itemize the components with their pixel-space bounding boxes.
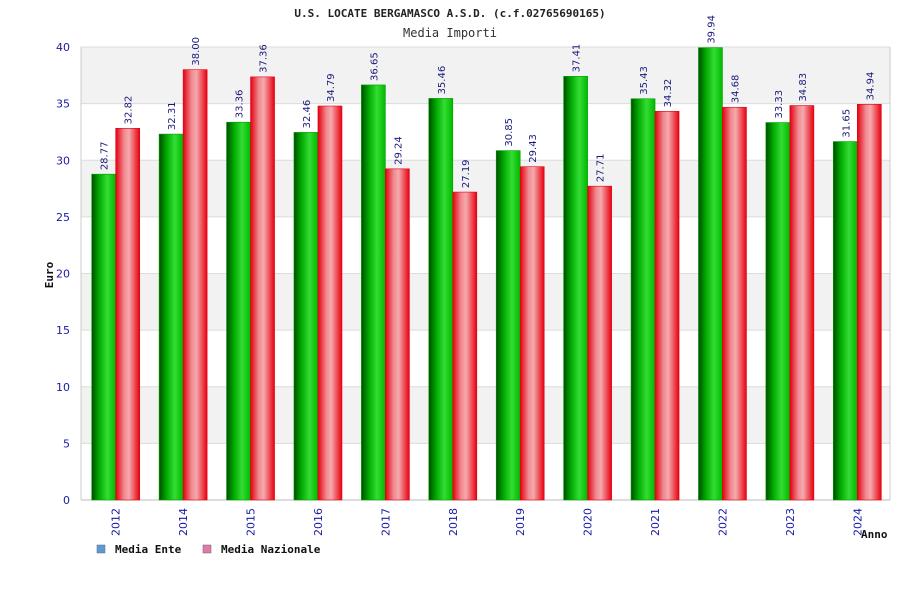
x-tick-label: 2017	[379, 508, 392, 536]
plot-band	[81, 330, 890, 387]
data-label: 28.77	[100, 142, 111, 171]
bar-media-ente	[158, 133, 184, 501]
data-label: 34.32	[663, 79, 674, 108]
legend-swatch	[96, 544, 106, 554]
bar-media-nazionale	[587, 185, 612, 501]
plot-band	[81, 443, 890, 500]
bar-media-ente	[630, 98, 656, 501]
x-tick-label: 2012	[110, 508, 123, 536]
y-tick-label: 0	[63, 494, 70, 507]
bar-media-ente	[832, 141, 858, 501]
data-label: 36.65	[369, 52, 380, 81]
x-tick-label: 2022	[716, 508, 729, 536]
x-axis-title: Anno	[861, 528, 888, 541]
bar-media-ente	[361, 84, 386, 501]
data-label: 34.68	[730, 75, 741, 104]
data-label: 29.43	[528, 134, 539, 163]
bar-media-ente	[293, 132, 319, 501]
x-tick-label: 2018	[447, 508, 460, 536]
bar-media-nazionale	[385, 168, 410, 501]
y-tick-label: 30	[56, 154, 70, 167]
y-tick-label: 15	[56, 324, 70, 337]
data-label: 32.82	[124, 96, 135, 125]
plot-band	[81, 386, 890, 444]
x-tick-label: 2015	[245, 508, 258, 536]
data-label: 34.94	[865, 72, 876, 101]
plot-band	[81, 160, 890, 217]
y-tick-label: 20	[56, 268, 70, 281]
bar-media-ente	[563, 76, 588, 501]
bar-media-nazionale	[115, 128, 141, 501]
y-tick-label: 5	[63, 437, 70, 450]
plot-band	[81, 216, 890, 274]
x-tick-label: 2019	[514, 508, 527, 536]
y-tick-label: 40	[56, 41, 70, 54]
bar-media-ente	[91, 173, 117, 501]
data-label: 35.46	[437, 66, 448, 95]
bars-group	[91, 47, 882, 501]
bar-media-nazionale	[250, 76, 275, 501]
bar-media-nazionale	[317, 105, 343, 501]
plot-band	[81, 103, 890, 161]
bar-media-nazionale	[654, 111, 680, 501]
x-tick-label: 2024	[851, 508, 864, 536]
bar-media-nazionale	[182, 69, 208, 501]
bar-media-ente	[495, 150, 521, 501]
data-label: 29.24	[393, 136, 404, 165]
data-label: 38.00	[191, 37, 202, 66]
x-tick-label: 2016	[312, 508, 325, 536]
plot-background	[81, 47, 890, 500]
data-label: 32.46	[302, 100, 313, 129]
axes	[80, 47, 891, 501]
bar-media-nazionale	[452, 191, 478, 501]
data-label: 35.43	[639, 66, 650, 95]
y-axis-title: Euro	[43, 261, 56, 288]
y-tick-label: 10	[56, 381, 70, 394]
legend-label: Media Nazionale	[221, 543, 321, 556]
bar-media-ente	[226, 121, 251, 501]
legend-swatch	[202, 544, 212, 554]
bar-media-ente	[698, 47, 723, 501]
bar-media-ente	[765, 122, 791, 501]
plot-band	[81, 47, 890, 104]
y-tick-labels: 0 5 10 15 20 25 30 35 40	[56, 41, 70, 507]
chart-title: U.S. LOCATE BERGAMASCO A.S.D. (c.f.02765…	[294, 7, 605, 20]
x-tick-label: 2023	[784, 508, 797, 536]
x-tick-labels: 2012 2014 2015 2016 2017 2018 2019 2020 2021 2022…	[110, 508, 865, 536]
data-label: 37.36	[259, 44, 270, 73]
data-label: 30.85	[504, 118, 515, 147]
bar-media-nazionale	[789, 105, 815, 501]
x-tick-label: 2021	[649, 508, 662, 536]
bar-media-ente	[428, 98, 454, 501]
chart-subtitle: Media Importi	[403, 26, 497, 40]
bar-media-nazionale	[856, 104, 882, 501]
data-label: 31.65	[841, 109, 852, 138]
legend-label: Media Ente	[115, 543, 182, 556]
data-label: 34.79	[326, 73, 337, 102]
bar-media-nazionale	[722, 106, 747, 501]
legend: Media Ente Media Nazionale	[96, 543, 321, 556]
data-label: 34.83	[798, 73, 809, 102]
data-label: 27.19	[461, 159, 472, 188]
y-tick-label: 35	[56, 98, 70, 111]
data-label: 33.33	[774, 90, 785, 119]
data-label: 27.71	[596, 154, 607, 183]
y-tick-label: 25	[56, 211, 70, 224]
data-label: 39.94	[706, 15, 717, 44]
bar-media-nazionale	[519, 166, 545, 501]
data-labels-group: 28.77 32.82 32.31 38.00 33.36 37.36 32.46 34.79…	[100, 15, 877, 188]
data-label: 37.41	[572, 44, 583, 73]
data-label: 33.36	[235, 90, 246, 119]
plot-band	[81, 273, 890, 331]
data-label: 32.31	[167, 101, 178, 130]
x-tick-label: 2014	[177, 508, 190, 536]
x-tick-label: 2020	[582, 508, 595, 536]
